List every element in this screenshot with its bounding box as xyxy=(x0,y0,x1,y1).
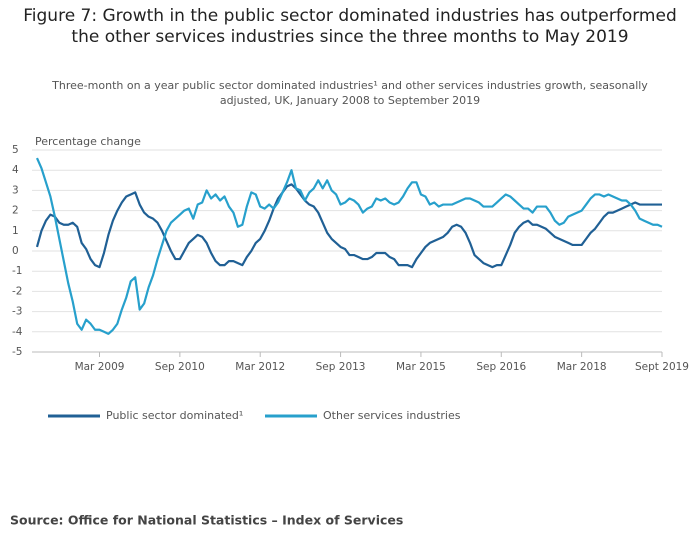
x-tick-label: Mar 2012 xyxy=(235,361,285,373)
y-tick-label: 4 xyxy=(12,164,19,176)
y-tick-label: -5 xyxy=(12,346,22,358)
source: Source: Office for National Statistics –… xyxy=(10,513,403,528)
series-line xyxy=(35,157,663,335)
legend-label: Public sector dominated¹ xyxy=(106,409,243,422)
x-tick-label: Sep 2016 xyxy=(476,361,526,373)
y-tick-label: -1 xyxy=(12,265,22,277)
x-tick-label: Sep 2013 xyxy=(316,361,366,373)
y-tick-label: 1 xyxy=(12,225,19,237)
x-tick-label: Mar 2009 xyxy=(75,361,125,373)
y-tick-label: -4 xyxy=(12,326,23,338)
chart-title: Figure 7: Growth in the public sector do… xyxy=(23,6,677,47)
x-tick-label: Mar 2015 xyxy=(396,361,446,373)
chart-subtitle: Three-month on a year public sector domi… xyxy=(52,79,648,107)
series-line xyxy=(35,183,662,269)
y-tick-label: 2 xyxy=(12,205,19,217)
y-axis-label: Percentage change xyxy=(35,135,141,148)
y-tick-label: -2 xyxy=(12,285,22,297)
legend-label: Other services industries xyxy=(323,409,461,422)
y-tick-label: 0 xyxy=(12,245,19,257)
y-tick-label: 3 xyxy=(12,184,19,196)
x-tick-label: Mar 2018 xyxy=(557,361,607,373)
x-tick-label: Sept 2019 xyxy=(635,361,689,373)
y-tick-label: -3 xyxy=(12,306,22,318)
x-tick-label: Sep 2010 xyxy=(155,361,205,373)
y-tick-label: 5 xyxy=(12,144,19,156)
